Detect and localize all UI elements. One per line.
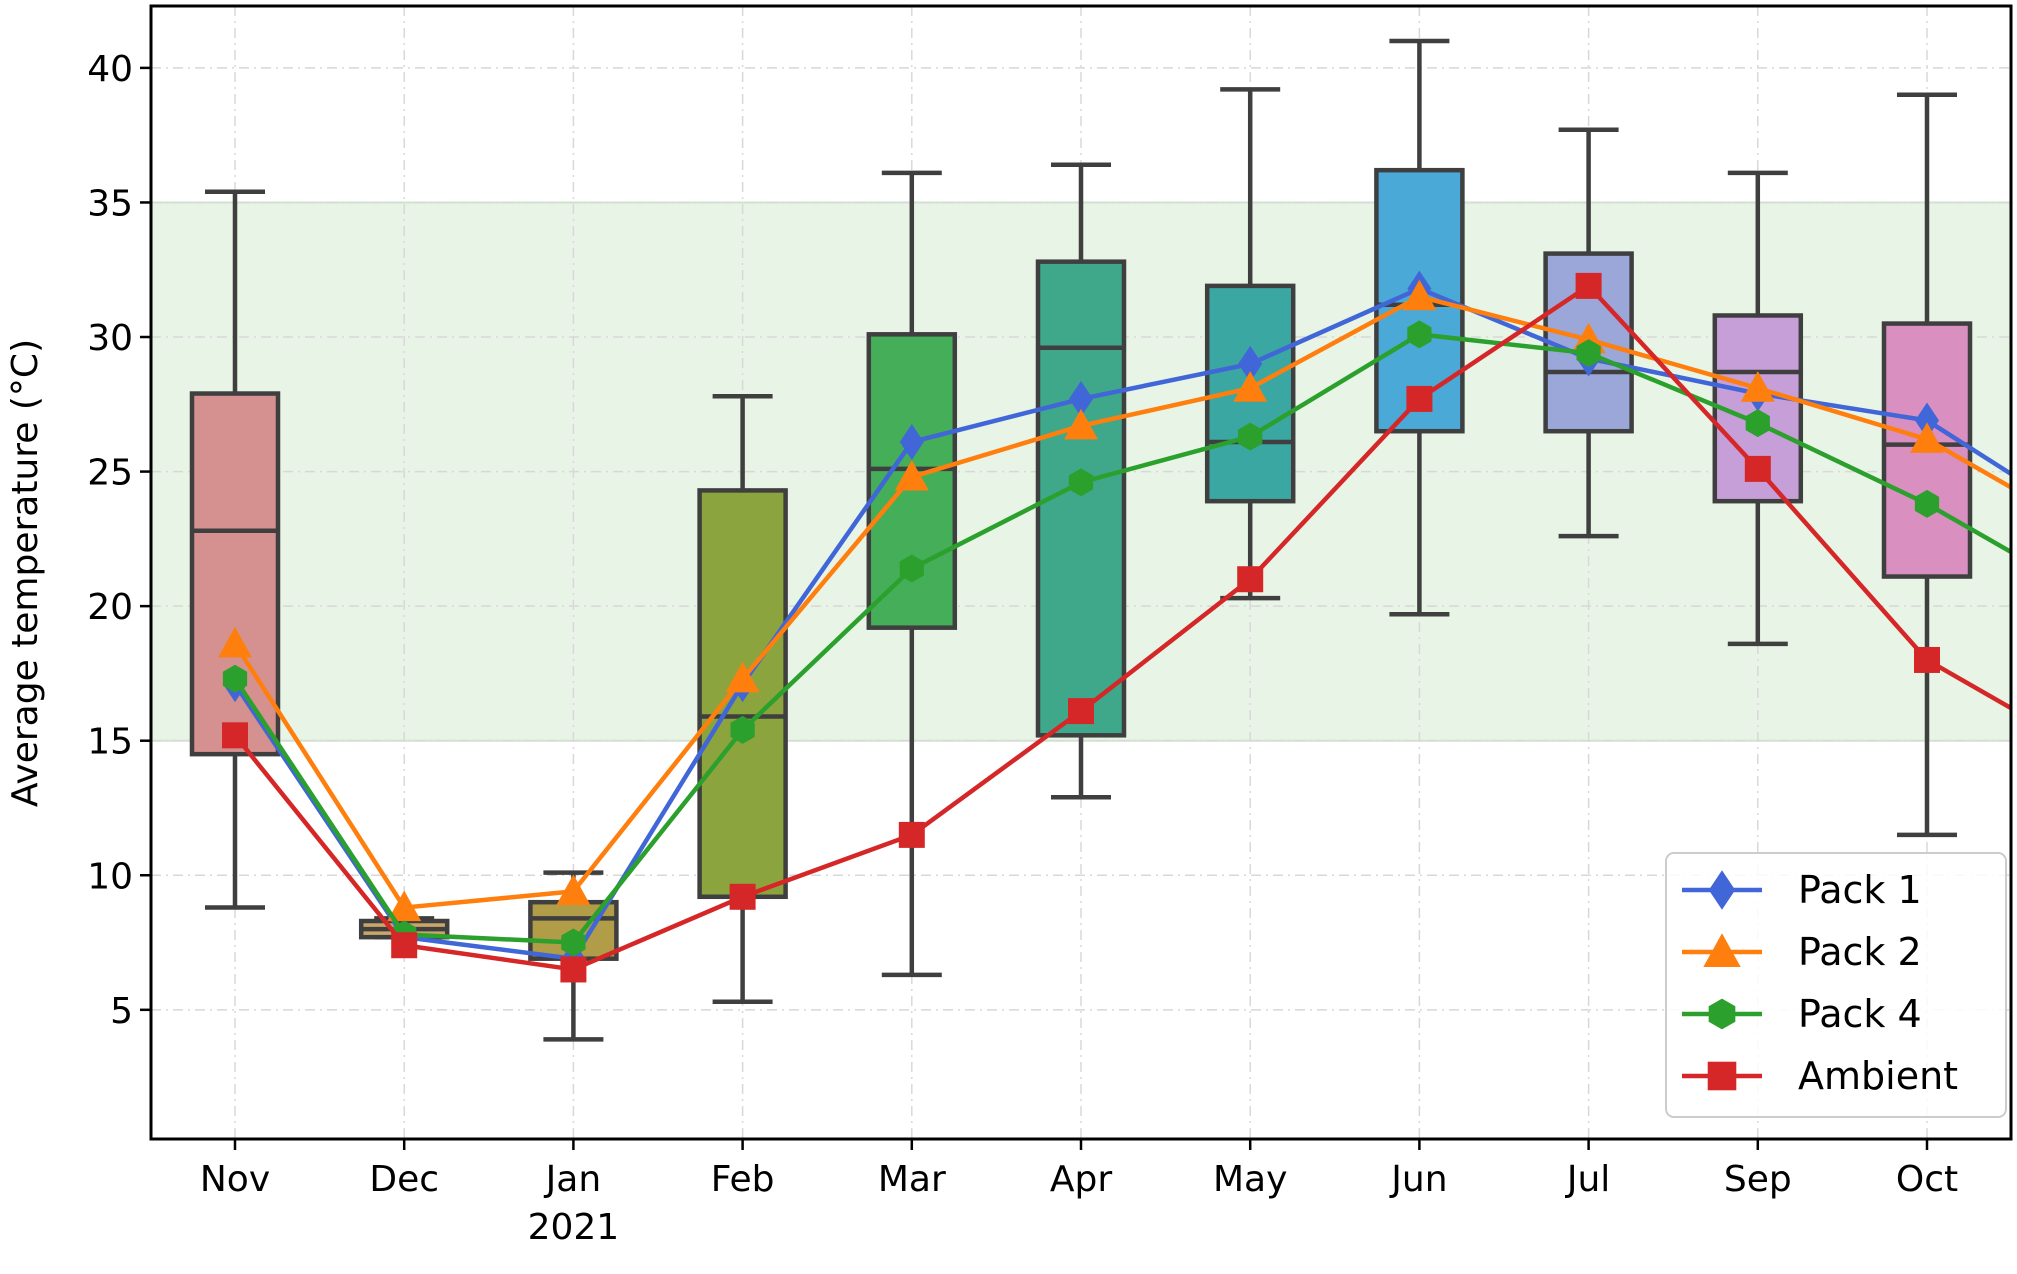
data-point-ambient	[1575, 272, 1602, 299]
data-point-pack-2	[894, 459, 929, 491]
legend-label-pack-1: Pack 1	[1798, 868, 1922, 912]
x-tick-label: Jul	[1565, 1159, 1610, 1200]
data-point-pack-4	[1068, 468, 1094, 497]
series-ambient	[222, 272, 2011, 983]
data-point-pack-1	[1069, 380, 1093, 417]
data-point-pack-2	[556, 874, 591, 906]
data-point-pack-2	[725, 661, 760, 693]
series-pack-2	[218, 279, 2011, 922]
data-point-ambient	[1914, 646, 1940, 673]
data-point-pack-2	[1402, 279, 1437, 311]
data-point-pack-2	[1064, 408, 1098, 440]
data-point-pack-4	[730, 715, 755, 744]
y-tick-label: 30	[87, 318, 133, 359]
x-tick-label: May	[1213, 1159, 1287, 1200]
data-point-pack-1	[1915, 402, 1939, 439]
y-tick-label: 40	[87, 49, 133, 90]
data-point-pack-2	[387, 890, 422, 922]
series-pack-4	[222, 320, 2011, 957]
legend-marker-pack-1	[1708, 870, 1736, 910]
x-tick-label: Sep	[1724, 1159, 1792, 1200]
data-point-pack-4	[222, 664, 248, 693]
data-point-pack-2	[1740, 371, 1775, 402]
series-line-pack-2	[233, 294, 2011, 910]
data-point-pack-4	[899, 554, 924, 583]
legend: Pack 1 Pack 2 Pack 4 Ambient	[1665, 852, 2007, 1118]
x-tick-label: Feb	[711, 1159, 775, 1200]
data-point-ambient	[898, 821, 925, 848]
x-tick-label: Nov	[200, 1159, 270, 1200]
data-point-pack-4	[1914, 489, 1940, 518]
legend-label-pack-4: Pack 4	[1798, 992, 1922, 1036]
data-point-ambient	[222, 722, 248, 749]
data-point-pack-2	[1910, 422, 1944, 453]
data-point-ambient	[1237, 566, 1264, 593]
legend-entry-pack-2: Pack 2	[1682, 930, 1922, 974]
legend-label-ambient: Ambient	[1798, 1054, 1958, 1098]
data-point-ambient	[1744, 455, 1771, 482]
series-line-pack-4	[233, 332, 2011, 945]
data-point-pack-2	[218, 626, 252, 658]
y-tick-label: 35	[87, 183, 133, 224]
series-line-ambient	[233, 283, 2011, 972]
data-point-ambient	[1406, 385, 1433, 412]
y-tick-label: 20	[87, 587, 133, 628]
y-axis-label: Average temperature (°C)	[5, 339, 46, 807]
x-tick-label: Jan	[544, 1159, 602, 1200]
x-tick-label: Mar	[878, 1159, 946, 1200]
data-point-pack-1	[899, 423, 924, 460]
x-tick-label: Dec	[369, 1159, 439, 1200]
y-tick-label: 10	[87, 856, 133, 897]
x-year-label: 2021	[528, 1207, 620, 1248]
legend-marker-ambient	[1707, 1061, 1737, 1091]
x-tick-label: Oct	[1896, 1159, 1958, 1200]
series-layer	[218, 270, 2011, 983]
data-point-ambient	[560, 956, 587, 983]
legend-entry-pack-4: Pack 4	[1682, 992, 1922, 1036]
y-tick-label: 5	[110, 991, 133, 1032]
legend-frame	[1665, 852, 2007, 1118]
legend-entry-ambient: Ambient	[1682, 1054, 1958, 1098]
data-point-pack-4	[1576, 339, 1601, 368]
data-point-pack-4	[1745, 409, 1770, 438]
data-point-pack-4	[561, 928, 586, 957]
legend-label-pack-2: Pack 2	[1798, 930, 1922, 974]
legend-entry-pack-1: Pack 1	[1682, 868, 1922, 912]
y-tick-label: 15	[87, 722, 133, 763]
data-point-pack-4	[1407, 320, 1432, 349]
x-tick-label: Jun	[1389, 1159, 1447, 1200]
legend-marker-pack-4	[1708, 998, 1736, 1030]
y-tick-label: 25	[87, 453, 133, 494]
data-point-pack-1	[1238, 345, 1263, 382]
legend-marker-pack-2	[1703, 933, 1741, 967]
axes: 5 10 15 20 25 30 35 40 Nov Dec Jan Feb Mar Apr May Jun J…	[87, 4, 2013, 1248]
data-point-ambient	[1068, 698, 1094, 725]
data-point-pack-4	[1238, 422, 1263, 451]
x-tick-label: Apr	[1050, 1159, 1112, 1200]
plot-area	[151, 6, 2011, 1139]
data-point-pack-2	[1233, 371, 1268, 402]
data-point-ambient	[391, 932, 418, 959]
data-point-ambient	[729, 883, 756, 910]
